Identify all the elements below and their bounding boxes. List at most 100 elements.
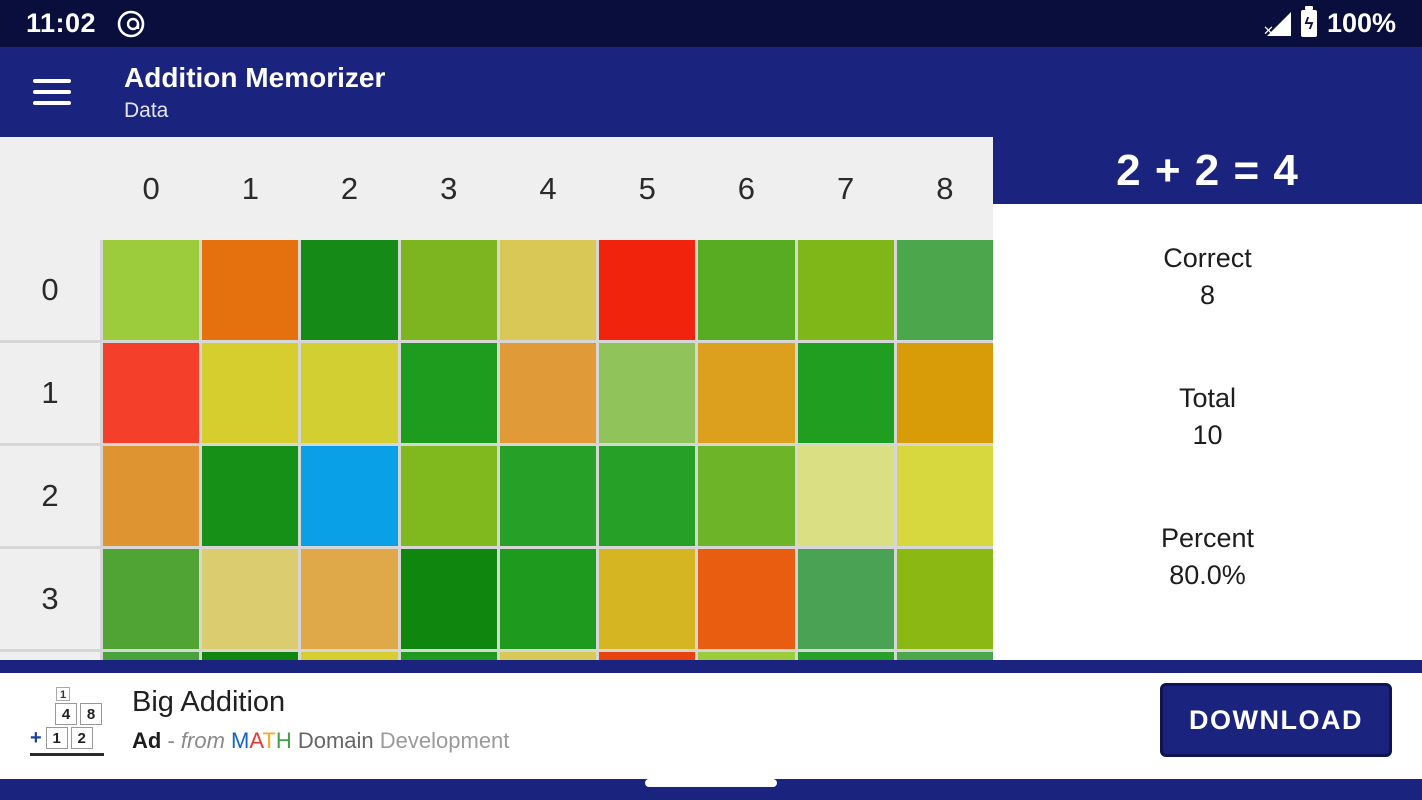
grid-cell[interactable] [202, 240, 299, 340]
ad-from: from [180, 728, 232, 753]
grid-row: 3 [0, 549, 993, 649]
grid-cell[interactable] [499, 343, 597, 443]
grid-cell[interactable] [698, 652, 795, 660]
grid-cell[interactable] [202, 549, 299, 649]
grid-cell[interactable] [499, 549, 597, 649]
grid-cell[interactable] [301, 240, 398, 340]
grid-cell[interactable] [896, 652, 993, 660]
battery-percent: 100% [1326, 8, 1396, 38]
grid-cell[interactable] [698, 549, 795, 649]
grid-cell[interactable] [400, 446, 497, 546]
grid-cell[interactable] [400, 652, 497, 660]
grid-row: 1 [0, 343, 993, 443]
stat-value: 8 [1199, 280, 1216, 310]
grid-cell[interactable] [301, 446, 398, 546]
column-header: 0 [142, 170, 160, 206]
column-header: 3 [440, 170, 458, 206]
grid-cell[interactable] [896, 343, 993, 443]
grid-cell[interactable] [797, 549, 894, 649]
ad-developer: Development [379, 728, 510, 753]
grid-cell[interactable] [797, 446, 894, 546]
download-button[interactable]: DOWNLOAD [1160, 683, 1392, 757]
row-header [0, 652, 100, 660]
grid-cell[interactable] [400, 240, 497, 340]
grid-cell[interactable] [301, 343, 398, 443]
grid-cell[interactable] [599, 240, 696, 340]
column-header: 2 [340, 170, 359, 206]
grid-cell[interactable] [103, 446, 200, 546]
grid-cell[interactable] [103, 343, 200, 443]
equation-display: 2 + 2 = 4 [993, 137, 1422, 204]
ad-subtitle: Ad - from MATH Domain Development [132, 728, 510, 753]
grid-cell[interactable] [896, 446, 993, 546]
addend-digit: 2 [70, 727, 93, 749]
stat-value: 10 [1192, 420, 1223, 450]
app-bar: Addition Memorizer Data [0, 47, 1422, 137]
grid-cell[interactable] [599, 549, 696, 649]
grid-cell[interactable] [599, 652, 696, 660]
grid-cell[interactable] [499, 652, 597, 660]
stat-value: 80.0% [1169, 560, 1246, 590]
ad-brand: MATH [231, 728, 292, 753]
plus-sign: + [30, 726, 42, 749]
addend-digit: 1 [45, 727, 68, 749]
stat-percent: Percent 80.0% [993, 520, 1422, 594]
grid-cell[interactable] [103, 240, 200, 340]
ad-label: Ad [132, 728, 162, 753]
clock: 11:02 [26, 8, 97, 38]
notification-app-icon [116, 9, 146, 39]
grid-cell[interactable] [599, 343, 696, 443]
row-header: 2 [0, 446, 100, 546]
grid-cell[interactable] [400, 549, 497, 649]
column-header: 7 [837, 170, 855, 206]
ad-brand-letter: T [262, 728, 276, 753]
grid-cell[interactable] [698, 240, 795, 340]
grid-cell[interactable] [896, 549, 993, 649]
row-header: 0 [0, 240, 100, 340]
grid-row [0, 652, 993, 660]
app-title: Addition Memorizer [124, 61, 386, 93]
ad-banner[interactable]: 1 4 8 + 1 2 Big Addition Ad - from MATH … [0, 673, 1422, 767]
home-handle[interactable] [645, 779, 777, 787]
grid-cell[interactable] [202, 343, 299, 443]
ad-brand-suffix: Domain [291, 728, 380, 753]
grid-cell[interactable] [103, 652, 200, 660]
stat-label: Percent [1160, 523, 1255, 553]
ad-brand-letter: H [275, 728, 292, 753]
grid-cell[interactable] [499, 240, 597, 340]
stat-label: Correct [1163, 243, 1252, 273]
column-header: 1 [241, 170, 259, 206]
menu-icon[interactable] [30, 75, 74, 109]
grid-cell[interactable] [599, 446, 696, 546]
grid-row: 2 [0, 446, 993, 546]
grid-cell[interactable] [797, 240, 894, 340]
ad-title: Big Addition [132, 686, 286, 718]
grid-cell[interactable] [400, 343, 497, 443]
grid-column-headers: 0 1 2 3 4 5 6 7 8 [0, 137, 993, 240]
column-header: 5 [638, 170, 656, 206]
grid-cell[interactable] [202, 446, 299, 546]
ad-brand-letter: A [249, 728, 263, 753]
status-bar: 11:02 ✕ ϟ 100% [0, 0, 1422, 47]
grid-cell[interactable] [698, 343, 795, 443]
stat-correct: Correct 8 [993, 240, 1422, 314]
grid-cell[interactable] [797, 652, 894, 660]
grid-cell[interactable] [698, 446, 795, 546]
ad-brand-letter: M [231, 728, 250, 753]
grid-cell[interactable] [103, 549, 200, 649]
battery-charging-icon: ϟ [1300, 6, 1317, 37]
ad-app-icon: 1 4 8 + 1 2 [30, 685, 110, 756]
grid-cell[interactable] [202, 652, 299, 660]
grid-cell[interactable] [797, 343, 894, 443]
grid-cell[interactable] [301, 652, 398, 660]
grid-row: 0 [0, 240, 993, 340]
grid-cell[interactable] [301, 549, 398, 649]
addend-digit: 8 [80, 702, 102, 725]
grid-cell[interactable] [896, 240, 993, 340]
app-subtitle: Data [124, 98, 169, 122]
results-panel: 2 + 2 = 4 Correct 8 Total 10 Percent 80.… [993, 137, 1422, 660]
grid-cell[interactable] [499, 446, 597, 546]
